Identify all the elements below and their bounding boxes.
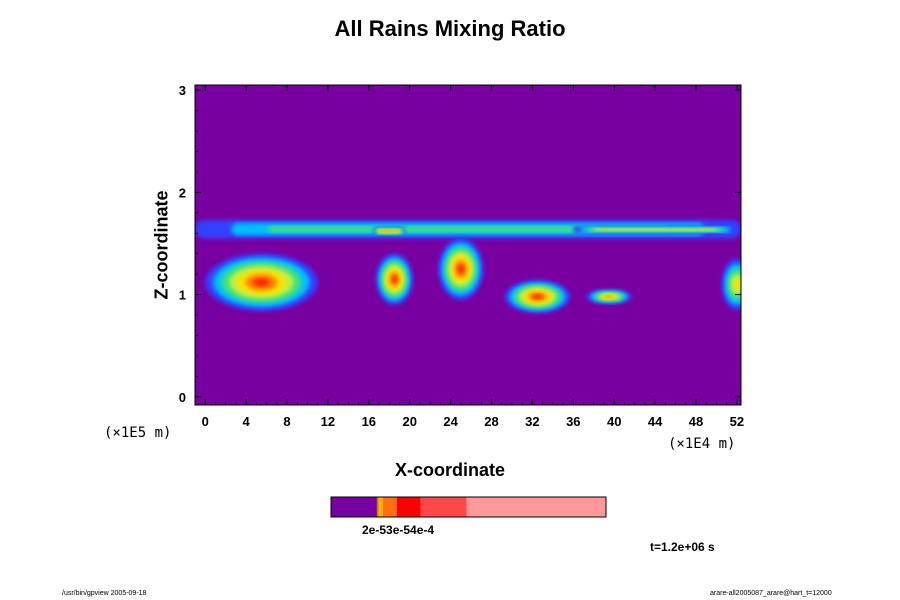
colorbar-swatch xyxy=(396,497,421,517)
x-tick-label: 16 xyxy=(362,414,376,429)
y-axis: 0 1 2 3 xyxy=(179,83,741,405)
x-tick-label: 12 xyxy=(321,414,335,429)
field-contour xyxy=(733,279,740,290)
footer-command: /usr/bin/gpview 2005-09-18 xyxy=(62,590,147,597)
x-tick-label: 44 xyxy=(648,414,663,429)
field-contour xyxy=(457,264,465,274)
y-tick-label: 3 xyxy=(179,83,186,98)
field-contour xyxy=(532,294,543,299)
y-axis-title: Z-coordinate xyxy=(151,190,172,300)
footer-filename: arare-all2005087_arare@hart_t=12000 xyxy=(710,590,832,597)
field-contour xyxy=(267,226,669,233)
x-axis-scale-note: (×1E4 m) xyxy=(668,436,736,452)
field-contour xyxy=(379,230,400,232)
x-tick-label: 40 xyxy=(607,414,621,429)
rain-field-cell-5 xyxy=(586,289,632,304)
y-tick-label: 1 xyxy=(179,288,186,303)
x-tick-label: 48 xyxy=(689,414,703,429)
rain-field-upper-core-left xyxy=(373,227,405,236)
x-tick-label: 36 xyxy=(566,414,580,429)
x-tick-label: 20 xyxy=(402,414,416,429)
rain-field-cell-3 xyxy=(438,238,484,300)
colorbar-frame xyxy=(330,496,607,518)
colorbar-swatch xyxy=(466,497,606,517)
field-contour xyxy=(599,228,711,231)
rain-field-cell-6 xyxy=(721,258,741,310)
field-layer xyxy=(195,219,741,313)
field-contour xyxy=(391,275,398,283)
colorbar-swatch xyxy=(378,497,383,517)
field-contour xyxy=(605,295,613,298)
x-tick-label: 8 xyxy=(283,414,290,429)
x-tick-label: 24 xyxy=(443,414,458,429)
y-tick-label: 2 xyxy=(179,185,186,200)
time-label: t=1.2e+06 s xyxy=(650,540,715,554)
x-axis: 0 4 8 12 16 20 24 28 32 36 40 44 48 52 xyxy=(202,85,744,429)
x-tick-label: 0 xyxy=(202,414,209,429)
rain-field-upper-core-right xyxy=(573,226,737,234)
colorbar-swatch xyxy=(331,497,377,517)
rain-field-cell-4 xyxy=(504,280,571,313)
y-axis-scale-note: (×1E5 m) xyxy=(104,425,172,441)
rain-field-cell-2 xyxy=(375,253,413,305)
colorbar xyxy=(330,496,607,518)
colorbar-swatch xyxy=(376,497,379,517)
x-tick-label: 4 xyxy=(243,414,251,429)
field-contour xyxy=(253,278,270,287)
x-tick-label: 28 xyxy=(484,414,498,429)
x-axis-title: X-coordinate xyxy=(394,460,505,480)
colorbar-swatch xyxy=(420,497,467,517)
colorbar-tick-labels: 2e-53e-54e-4 xyxy=(362,523,435,537)
x-tick-label: 52 xyxy=(730,414,744,429)
rain-field-cell-1 xyxy=(205,253,318,311)
colorbar-swatch xyxy=(382,497,397,517)
x-tick-label: 32 xyxy=(525,414,539,429)
y-tick-label: 0 xyxy=(179,390,186,405)
plot-frame xyxy=(194,84,742,406)
chart-title: All Rains Mixing Ratio xyxy=(334,16,566,41)
